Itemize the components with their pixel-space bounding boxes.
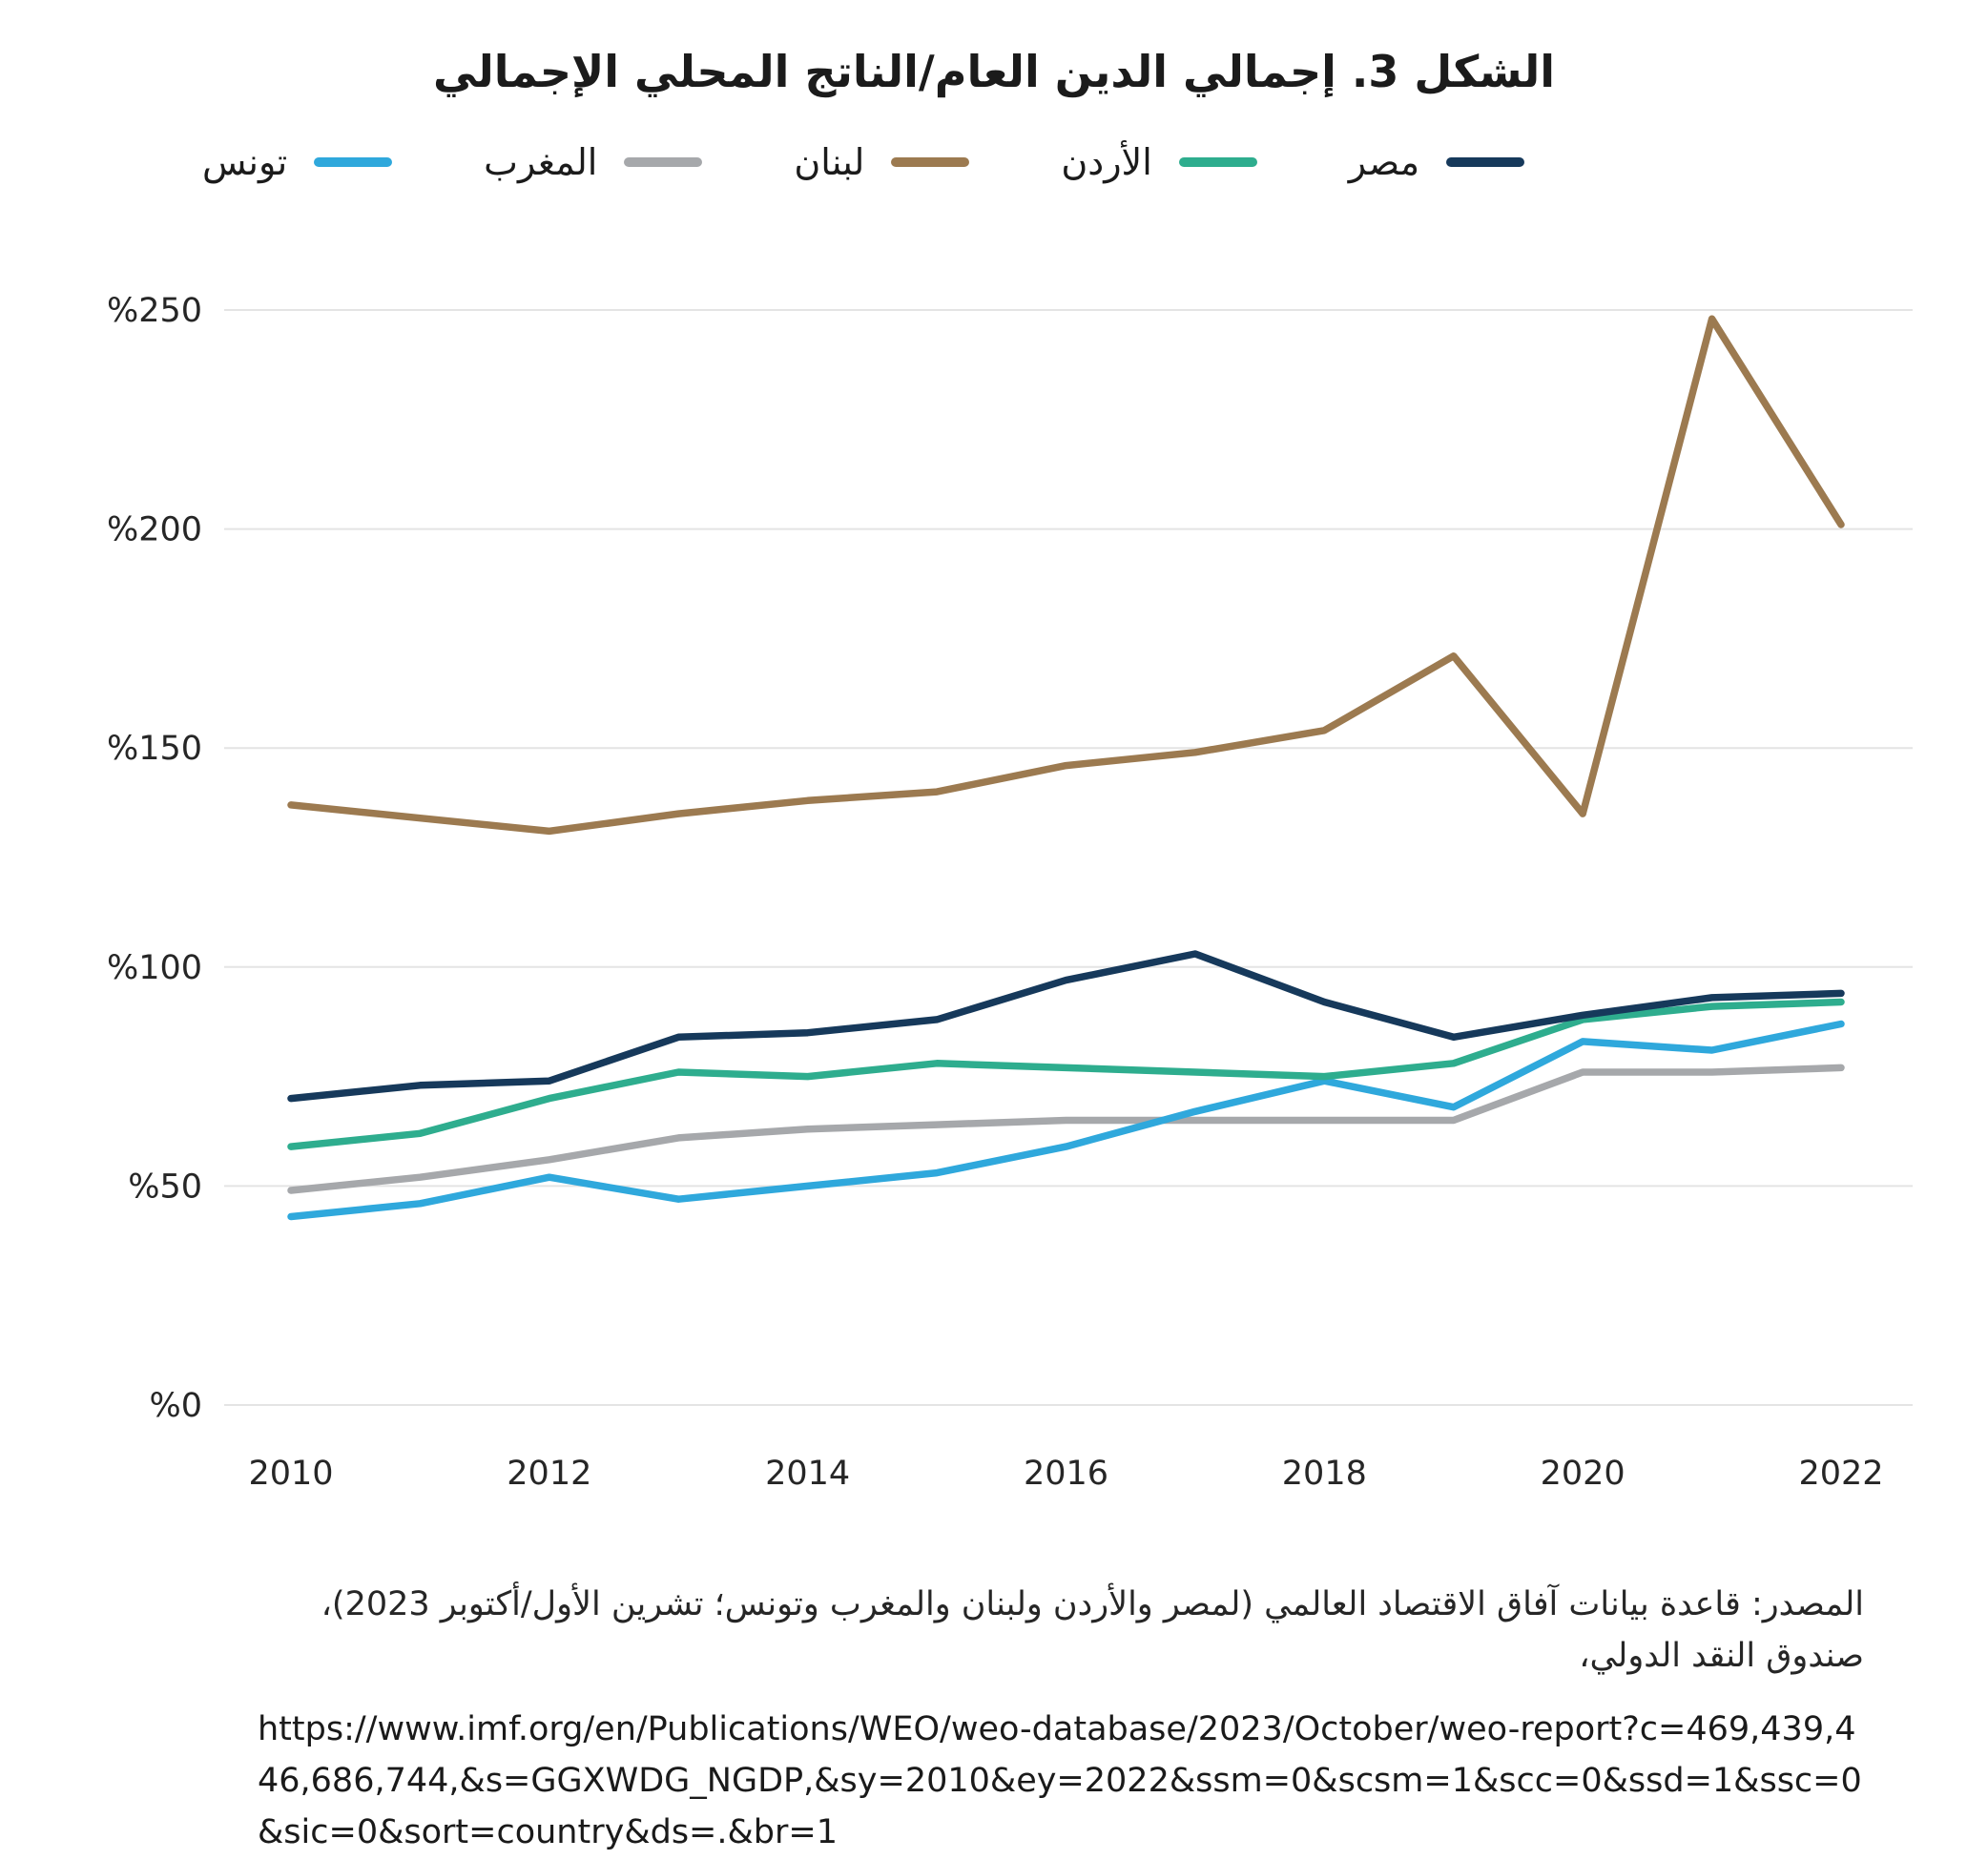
x-tick-label-2020: 2020: [1541, 1455, 1626, 1493]
source-text-line2: صندوق النقد الدولي،: [1579, 1637, 1864, 1676]
x-tick-label-2022: 2022: [1798, 1455, 1883, 1493]
x-tick-label-2016: 2016: [1024, 1455, 1108, 1493]
y-tick-label-150: %150: [107, 730, 202, 768]
legend-label-tunisia: تونس: [201, 141, 288, 183]
x-tick-label-2014: 2014: [765, 1455, 850, 1493]
chart-title: الشكل 3. إجمالي الدين العام/الناتج المحل…: [432, 46, 1556, 97]
source-text-line1: المصدر: قاعدة بيانات آفاق الاقتصاد العال…: [321, 1585, 1864, 1623]
legend-swatch-tunisia: [314, 157, 393, 167]
x-tick-label-2010: 2010: [248, 1455, 333, 1493]
y-tick-label-100: %100: [107, 949, 202, 987]
legend-swatch-egypt: [1446, 157, 1525, 167]
legend-label-egypt: مصر: [1348, 141, 1420, 183]
legend-label-lebanon: لبنان: [794, 141, 865, 183]
series-line-jordan: [287, 998, 1845, 1150]
legend-item-egypt: مصر: [1348, 141, 1525, 183]
series-line-lebanon: [287, 315, 1845, 836]
legend-item-jordan: الأردن: [1061, 141, 1257, 183]
series-line-tunisia: [287, 1020, 1845, 1221]
legend-item-lebanon: لبنان: [794, 141, 970, 183]
source-note: المصدر: قاعدة بيانات آفاق الاقتصاد العال…: [258, 1579, 1864, 1858]
legend-item-tunisia: تونس: [201, 141, 393, 183]
series-line-morocco: [287, 1064, 1845, 1194]
x-tick-label-2018: 2018: [1282, 1455, 1367, 1493]
y-tick-label-0: %0: [149, 1387, 202, 1425]
series-line-egypt: [287, 950, 1845, 1103]
legend-swatch-lebanon: [891, 157, 970, 167]
y-tick-label-250: %250: [107, 292, 202, 330]
legend-label-morocco: المغرب: [484, 141, 598, 183]
chart-legend: تونس المغرب لبنان الأردن مصر: [0, 141, 1727, 183]
legend-label-jordan: الأردن: [1061, 141, 1152, 183]
x-tick-label-2012: 2012: [507, 1455, 591, 1493]
legend-swatch-morocco: [624, 157, 703, 167]
y-tick-label-50: %50: [128, 1168, 202, 1206]
legend-item-morocco: المغرب: [484, 141, 703, 183]
source-url: https://www.imf.org/en/Publications/WEO/…: [258, 1709, 1862, 1852]
legend-swatch-jordan: [1178, 157, 1257, 167]
y-tick-label-200: %200: [107, 511, 202, 549]
